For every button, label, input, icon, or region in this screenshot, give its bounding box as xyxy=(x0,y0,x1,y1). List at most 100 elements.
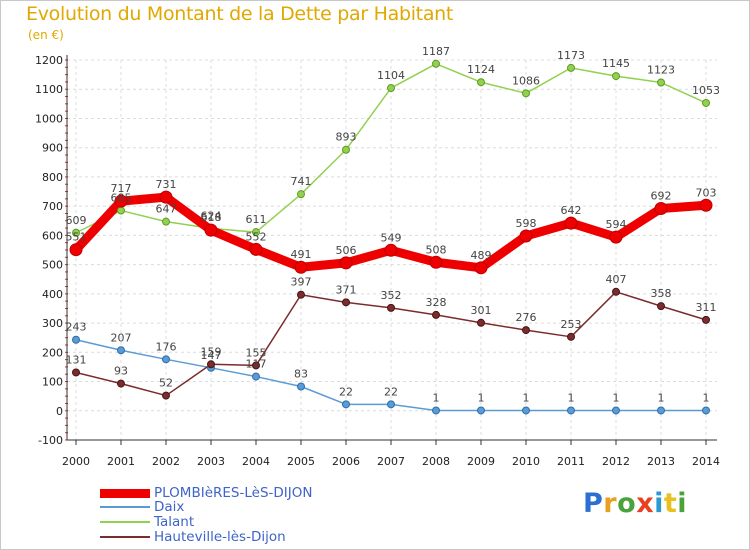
data-point xyxy=(702,315,710,324)
data-point xyxy=(117,346,125,355)
data-label: 83 xyxy=(294,368,308,381)
logo-letter: r xyxy=(603,488,618,519)
x-tick-label: 2004 xyxy=(242,455,270,468)
data-point xyxy=(117,206,125,215)
y-tick-label: -100 xyxy=(38,434,63,447)
data-point xyxy=(252,228,260,237)
data-label: 609 xyxy=(66,214,87,227)
data-label: 358 xyxy=(651,287,672,300)
x-tick-label: 2012 xyxy=(602,455,630,468)
data-point xyxy=(204,223,218,237)
data-point xyxy=(522,89,530,98)
data-point xyxy=(69,243,83,257)
legend-label: Daix xyxy=(154,499,185,515)
data-point xyxy=(114,194,128,208)
data-point xyxy=(609,230,623,244)
data-point xyxy=(117,379,125,388)
data-label: 491 xyxy=(291,248,312,261)
data-label: 301 xyxy=(471,304,492,317)
data-point xyxy=(612,406,620,415)
legend-swatch xyxy=(100,488,150,498)
data-point xyxy=(522,406,530,415)
data-label: 552 xyxy=(246,230,267,243)
data-label: 1173 xyxy=(557,49,585,62)
data-point xyxy=(477,78,485,87)
data-label: 624 xyxy=(201,209,222,222)
data-point xyxy=(252,361,260,370)
data-point xyxy=(564,216,578,230)
data-point xyxy=(72,368,80,377)
data-label: 1086 xyxy=(512,74,540,87)
data-point xyxy=(567,406,575,415)
x-tick-label: 2002 xyxy=(152,455,180,468)
legend-swatch xyxy=(100,521,150,523)
data-point xyxy=(342,145,350,154)
logo-letter: x xyxy=(636,488,655,519)
x-tick-label: 2014 xyxy=(692,455,720,468)
data-label: 1 xyxy=(523,391,530,404)
data-point xyxy=(294,260,308,274)
x-tick-label: 2003 xyxy=(197,455,225,468)
legend-swatch xyxy=(100,506,150,508)
data-point xyxy=(387,84,395,93)
data-point xyxy=(432,310,440,319)
y-tick-label: 1000 xyxy=(35,112,63,125)
data-label: 407 xyxy=(606,273,627,286)
data-point xyxy=(207,360,215,369)
logo-letter: i xyxy=(654,488,664,519)
x-tick-label: 2000 xyxy=(62,455,90,468)
data-label: 508 xyxy=(426,243,447,256)
data-label: 703 xyxy=(696,186,717,199)
y-tick-label: 200 xyxy=(42,346,63,359)
data-point xyxy=(162,217,170,226)
data-label: 692 xyxy=(651,189,672,202)
y-tick-label: 0 xyxy=(56,405,63,418)
data-point xyxy=(654,201,668,215)
data-point xyxy=(477,318,485,327)
data-label: 618 xyxy=(201,211,222,224)
x-tick-label: 2010 xyxy=(512,455,540,468)
data-label: 598 xyxy=(516,217,537,230)
data-point xyxy=(252,372,260,381)
data-point xyxy=(477,406,485,415)
data-point xyxy=(429,255,443,269)
data-point xyxy=(72,228,80,237)
data-label: 1 xyxy=(433,391,440,404)
data-label: 155 xyxy=(246,346,267,359)
y-tick-label: 400 xyxy=(42,288,63,301)
data-label: 1 xyxy=(613,391,620,404)
data-label: 397 xyxy=(291,276,312,289)
data-label: 1 xyxy=(703,391,710,404)
data-label: 893 xyxy=(336,131,357,144)
y-tick-label: 900 xyxy=(42,142,63,155)
data-point xyxy=(612,72,620,81)
data-point xyxy=(297,290,305,299)
proxiti-logo: Proxiti xyxy=(583,488,687,519)
data-point xyxy=(432,406,440,415)
data-point xyxy=(657,78,665,87)
x-tick-label: 2009 xyxy=(467,455,495,468)
data-label: 22 xyxy=(339,385,353,398)
data-label: 642 xyxy=(561,204,582,217)
data-label: 117 xyxy=(246,358,267,371)
y-tick-label: 1100 xyxy=(35,83,63,96)
x-tick-label: 2006 xyxy=(332,455,360,468)
data-point xyxy=(567,63,575,72)
data-label: 276 xyxy=(516,311,537,324)
data-label: 1 xyxy=(658,391,665,404)
legend-item-hauteville: Hauteville-lès-Dijon xyxy=(100,530,286,544)
data-label: 1 xyxy=(478,391,485,404)
data-label: 1104 xyxy=(377,69,405,82)
data-label: 1053 xyxy=(692,84,720,97)
data-label: 717 xyxy=(111,182,132,195)
x-tick-label: 2001 xyxy=(107,455,135,468)
data-point xyxy=(159,190,173,204)
data-point xyxy=(339,256,353,270)
data-point xyxy=(657,302,665,311)
data-point xyxy=(162,391,170,400)
y-tick-label: 100 xyxy=(42,376,63,389)
y-tick-label: 300 xyxy=(42,317,63,330)
data-point xyxy=(384,243,398,257)
